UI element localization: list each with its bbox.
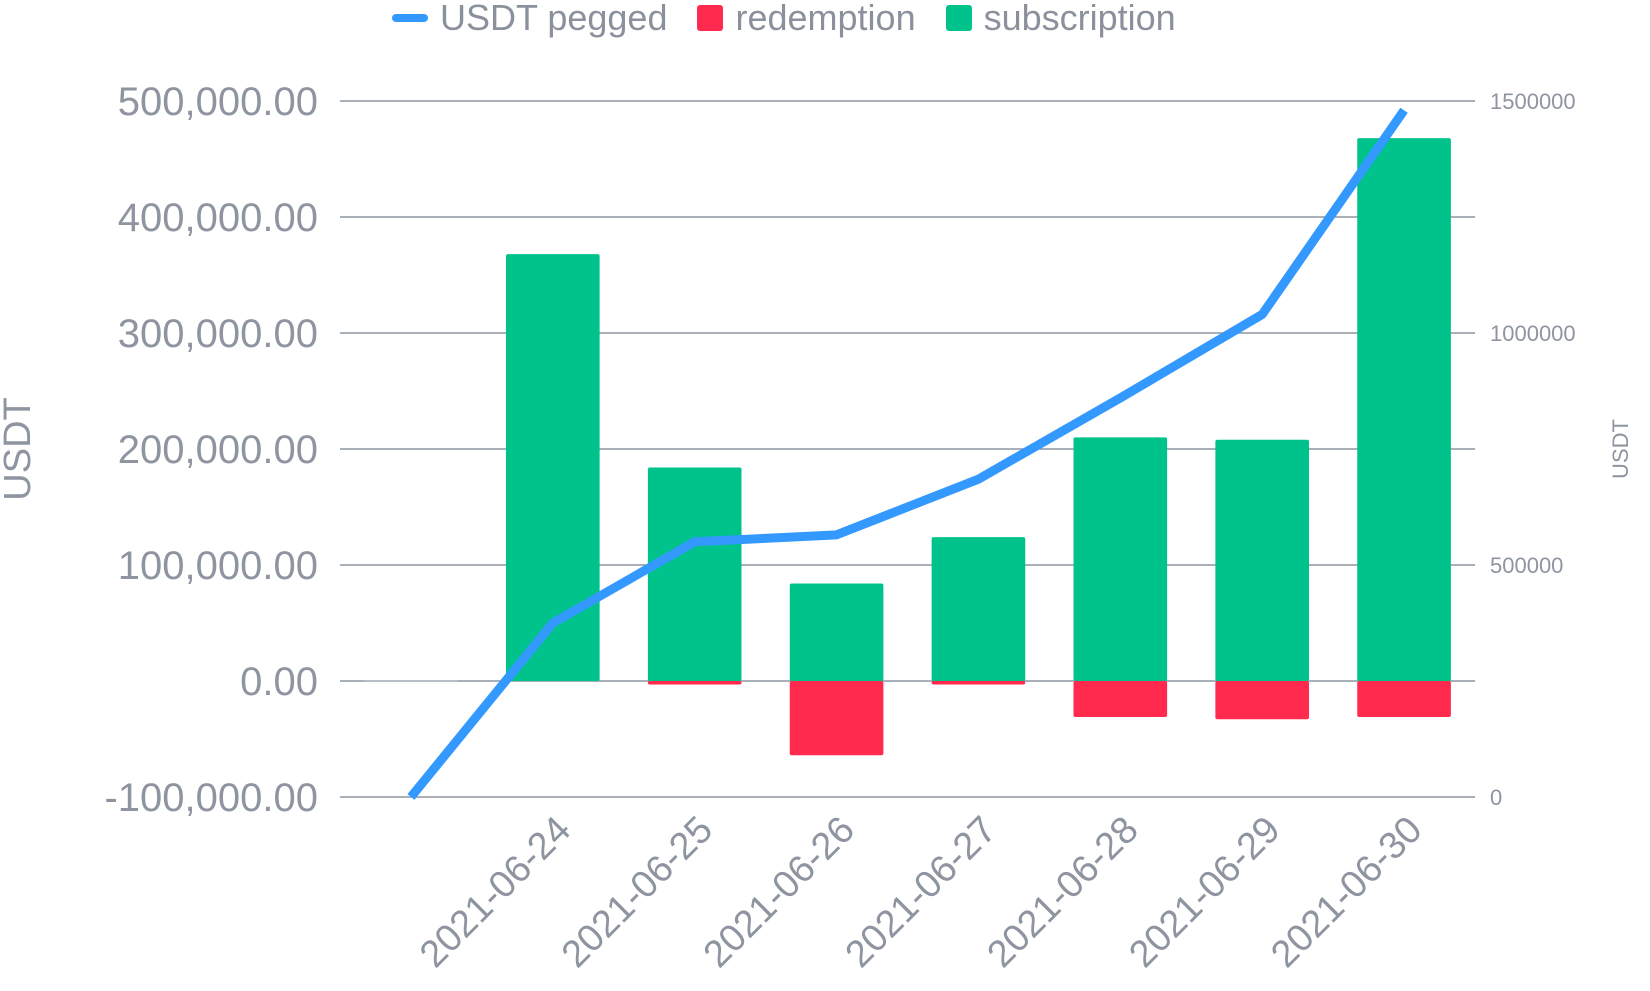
right-tick-label: 0 <box>1490 785 1502 810</box>
left-tick-label: 200,000.00 <box>118 428 318 472</box>
legend-label: USDT pegged <box>440 0 668 38</box>
legend-item: USDT pegged <box>392 0 667 39</box>
legend-swatch <box>697 5 724 31</box>
right-tick-label: 1500000 <box>1490 89 1576 114</box>
left-tick-label: 500,000.00 <box>118 80 318 124</box>
subscription-bar <box>505 254 600 681</box>
legend-swatch <box>945 5 972 31</box>
subscription-bar <box>647 467 742 681</box>
redemption-bar <box>1073 681 1168 717</box>
legend-item: redemption <box>697 0 916 39</box>
left-tick-label: 400,000.00 <box>118 196 318 240</box>
redemption-bar <box>931 681 1026 685</box>
left-tick-label: -100,000.00 <box>104 776 318 820</box>
subscription-bar <box>1357 138 1451 681</box>
chart-legend: USDT pegged redemption subscription <box>392 0 1206 39</box>
legend-item: subscription <box>945 0 1176 39</box>
right-axis-title: USDT <box>1608 419 1633 479</box>
x-tick-label: 2021-06-27 <box>838 809 1005 976</box>
right-tick-label: 1000000 <box>1490 321 1576 346</box>
USDT pegged-line <box>407 107 1408 800</box>
redemption-bar <box>1215 681 1310 720</box>
redemption-bar <box>1357 681 1451 717</box>
x-tick-label: 2021-06-26 <box>696 809 863 976</box>
bars <box>364 138 1451 756</box>
legend-swatch <box>392 14 428 22</box>
left-tick-label: 0.00 <box>240 660 318 704</box>
subscription-bar <box>931 537 1026 681</box>
subscription-bar <box>1073 437 1168 681</box>
x-tick-label: 2021-06-28 <box>980 809 1147 976</box>
x-tick-label: 2021-06-29 <box>1121 809 1288 976</box>
redemption-bar <box>789 681 884 756</box>
left-tick-label: 300,000.00 <box>118 312 318 356</box>
x-tick-label: 2021-06-30 <box>1263 809 1430 976</box>
subscription-bar <box>789 583 884 681</box>
left-axis-title: USDT <box>0 397 39 500</box>
redemption-bar <box>647 681 742 685</box>
x-tick-label: 2021-06-25 <box>554 809 721 976</box>
left-tick-label: 100,000.00 <box>118 544 318 588</box>
right-tick-label: 500000 <box>1490 553 1563 578</box>
legend-label: redemption <box>735 0 916 38</box>
line-series <box>407 107 1408 800</box>
legend-label: subscription <box>983 0 1176 38</box>
subscription-bar <box>1215 439 1310 681</box>
x-tick-label: 2021-06-24 <box>412 809 579 976</box>
